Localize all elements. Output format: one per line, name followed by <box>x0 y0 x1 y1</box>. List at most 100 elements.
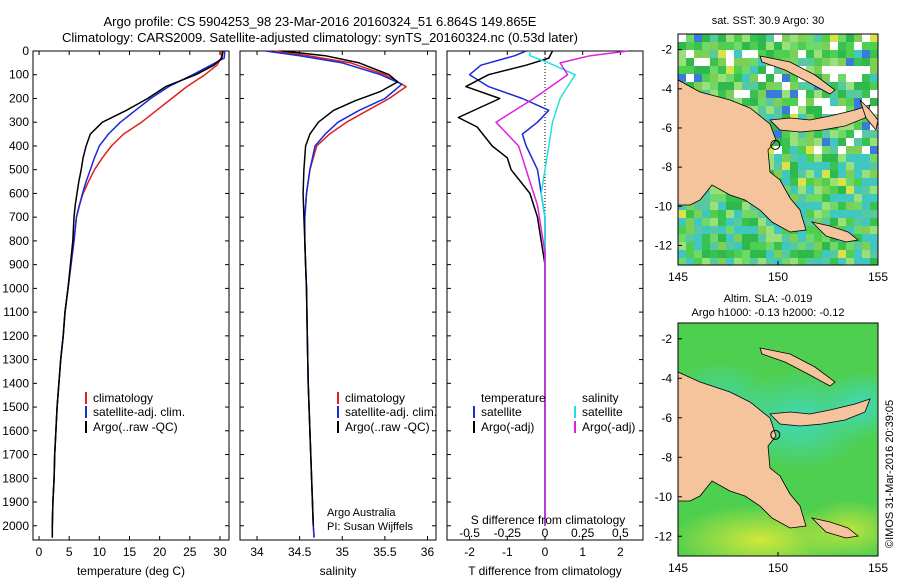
map-y-tick-label: -12 <box>655 529 673 543</box>
sst-pixel <box>814 258 822 265</box>
sst-pixel <box>862 258 870 265</box>
sst-pixel <box>870 130 878 138</box>
sst-pixel <box>814 194 822 202</box>
sst-pixel <box>782 42 790 50</box>
sst-pixel <box>790 154 798 162</box>
sst-pixel <box>806 106 814 114</box>
difference-xlabel: T difference from climatology <box>468 564 622 578</box>
sst-pixel <box>782 258 790 265</box>
sst-pixel <box>726 226 734 234</box>
sst-pixel <box>790 170 798 178</box>
sst-pixel <box>846 138 854 146</box>
sst-pixel <box>766 226 774 234</box>
sst-pixel <box>846 74 854 82</box>
sst-pixel <box>782 146 790 154</box>
new-ireland-island <box>759 55 836 95</box>
sst-pixel <box>846 226 854 234</box>
sst-pixel <box>870 162 878 170</box>
x-tick-label: 25 <box>183 545 197 559</box>
sst-pixel <box>862 50 870 58</box>
sst-pixel <box>838 98 846 106</box>
sst-pixel <box>766 258 774 265</box>
sst-pixel <box>838 138 846 146</box>
sst-pixel <box>846 210 854 218</box>
sst-pixel <box>790 162 798 170</box>
sst-pixel <box>758 98 766 106</box>
sst-pixel <box>798 194 806 202</box>
sst-pixel <box>726 82 734 90</box>
sst-pixel <box>678 218 686 226</box>
sst-pixel <box>734 226 742 234</box>
sst-pixel <box>806 130 814 138</box>
sst-pixel <box>766 114 774 122</box>
sst-pixel <box>726 210 734 218</box>
sst-pixel <box>854 258 862 265</box>
sst-pixel <box>766 146 774 154</box>
sst-pixel <box>774 162 782 170</box>
sst-pixel <box>862 42 870 50</box>
sst-pixel <box>854 170 862 178</box>
sst-pixel <box>822 42 830 50</box>
sst-pixel <box>766 250 774 258</box>
sst-pixel <box>830 138 838 146</box>
sst-pixel <box>758 250 766 258</box>
sst-pixel <box>838 42 846 50</box>
sst-pixel <box>750 90 758 98</box>
sst-pixel <box>838 82 846 90</box>
sst-pixel <box>862 122 870 130</box>
sst-pixel <box>830 74 838 82</box>
sst-pixel <box>790 146 798 154</box>
sst-pixel <box>726 234 734 242</box>
map-x-tick-label: 145 <box>668 270 688 284</box>
sst-pixel <box>862 90 870 98</box>
sst-pixel <box>750 226 758 234</box>
sst-pixel <box>750 74 758 82</box>
sst-pixel <box>766 234 774 242</box>
sst-pixel <box>814 34 822 42</box>
sst-pixel <box>782 82 790 90</box>
sst-pixel <box>766 42 774 50</box>
sst-pixel <box>814 138 822 146</box>
sst-pixel <box>798 154 806 162</box>
sst-pixel <box>830 258 838 265</box>
y-tick-label: 1600 <box>2 424 29 438</box>
sst-pixel <box>870 90 878 98</box>
sst-pixel <box>790 242 798 250</box>
sst-pixel <box>726 250 734 258</box>
sla-field <box>678 323 878 556</box>
sst-pixel <box>758 258 766 265</box>
sst-pixel <box>846 218 854 226</box>
sst-pixel <box>774 226 782 234</box>
sst-pixel <box>734 34 742 42</box>
sst-pixel <box>798 98 806 106</box>
sst-pixel <box>822 178 830 186</box>
top-axis-tick-label: -0.5 <box>459 526 480 540</box>
sst-pixel <box>854 194 862 202</box>
sst-pixel <box>798 130 806 138</box>
sst-pixel <box>870 66 878 74</box>
sst-pixel <box>862 170 870 178</box>
sst-pixel <box>710 234 718 242</box>
sst-pixel <box>686 34 694 42</box>
sst-pixel <box>870 202 878 210</box>
legend-label-s-argo: Argo(-adj) <box>582 420 635 434</box>
sst-pixel <box>830 250 838 258</box>
sst-pixel <box>734 210 742 218</box>
sst-pixel <box>846 42 854 50</box>
sst-pixel <box>838 90 846 98</box>
sst-pixel <box>710 194 718 202</box>
legend-title-temperature: temperature <box>481 391 546 405</box>
sst-pixel <box>798 242 806 250</box>
sst-pixel <box>814 234 822 242</box>
x-tick-label: 34.5 <box>288 545 312 559</box>
y-tick-label: 1000 <box>2 281 29 295</box>
sst-pixel <box>838 34 846 42</box>
sst-pixel <box>742 210 750 218</box>
sst-pixel <box>694 202 702 210</box>
sst-pixel <box>758 42 766 50</box>
sst-pixel <box>854 162 862 170</box>
sst-pixel <box>750 106 758 114</box>
sst-pixel <box>694 34 702 42</box>
map-y-tick-label: -2 <box>661 332 672 346</box>
sst-pixel <box>806 170 814 178</box>
